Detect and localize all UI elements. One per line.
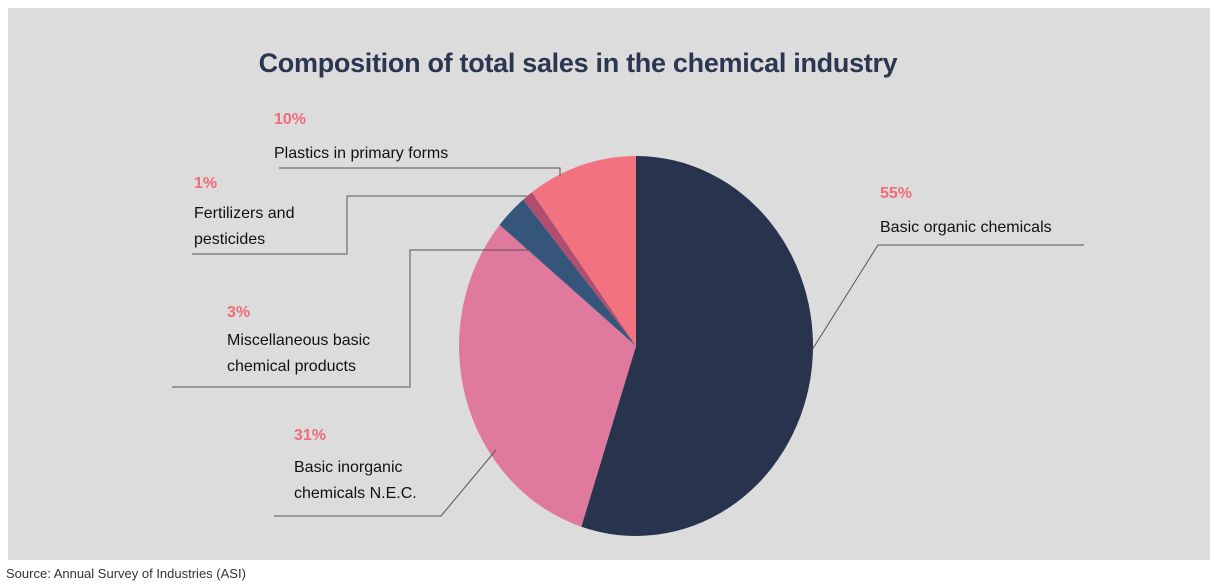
pie-slice-basic-organic-chemicals (581, 156, 813, 536)
pie-slice-plastics-in-primary-forms (531, 156, 636, 346)
pie-slice-miscellaneous-basic-chemical-products (499, 199, 636, 346)
data-label-category: Miscellaneous basic chemical products (227, 332, 370, 375)
data-label-percent: 55% (880, 185, 912, 202)
data-label-category: Fertilizers and pesticides (194, 205, 294, 248)
leader-line (172, 249, 532, 388)
data-label-percent: 3% (227, 304, 250, 321)
data-label-percent: 31% (294, 427, 326, 444)
data-label-percent: 1% (194, 175, 217, 192)
data-label-category: Plastics in primary forms (274, 145, 448, 162)
pie-slice-basic-inorganic-chemicals-n-e-c (458, 224, 636, 527)
leader-line (811, 244, 1084, 351)
leader-line (274, 449, 497, 517)
chart-title: Composition of total sales in the chemic… (258, 48, 898, 78)
data-label-category: Basic inorganic chemicals N.E.C. (294, 459, 417, 502)
source-note: Source: Annual Survey of Industries (ASI… (6, 566, 246, 581)
leader-line (279, 167, 561, 176)
pie-slice-fertilizers-and-pesticides (523, 192, 636, 346)
data-label-percent: 10% (274, 111, 306, 128)
data-label-category: Basic organic chemicals (880, 219, 1052, 236)
leader-line (192, 195, 527, 255)
